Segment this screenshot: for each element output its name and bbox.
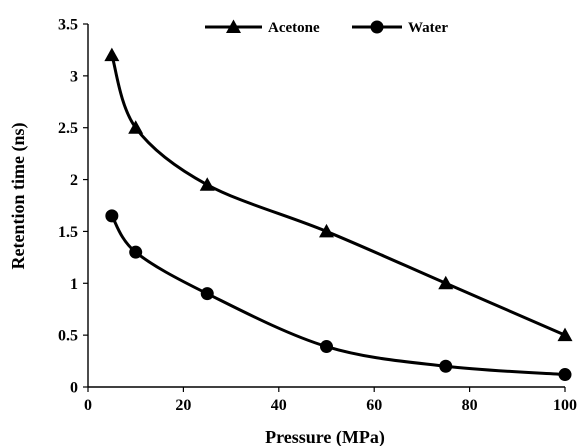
y-tick-label: 1.5 [58,224,78,241]
tick-labels: 0 20 40 60 80 100 0 0.5 1 1.5 2 2.5 3 3.5 [58,17,577,415]
y-tick-label: 2 [70,172,78,189]
y-tick-label: 3.5 [58,17,78,34]
legend-label-acetone: Acetone [268,20,320,36]
y-tick-label: 3 [70,68,78,85]
series-line-acetone [110,54,566,337]
data-point-acetone [199,177,215,191]
legend-marker-water [370,20,384,34]
x-axis-title: Pressure (MPa) [265,427,385,446]
y-tick-label: 0 [70,380,78,397]
data-point-water [320,340,333,354]
data-point-acetone [128,120,144,134]
y-axis-title: Retention time (ns) [8,123,29,270]
x-tick-label: 80 [462,397,478,414]
x-tick-label: 0 [84,397,92,414]
x-tick-label: 100 [553,397,577,414]
data-point-water [558,368,572,382]
data-point-water [200,287,214,301]
series-line-water [110,215,566,377]
data-point-water [105,209,119,223]
data-point-acetone [438,275,454,290]
x-tick-label: 40 [271,397,287,414]
y-tick-label: 0.5 [58,328,78,345]
series-water [105,209,572,382]
legend-item-acetone: Acetone [205,19,320,36]
data-series [104,47,573,382]
series-acetone [104,47,573,342]
x-tick-label: 20 [175,397,191,414]
data-point-acetone [557,327,573,342]
y-tick-label: 2.5 [58,120,78,137]
legend-marker-acetone [226,19,241,33]
data-point-water [439,359,453,373]
y-tick-label: 1 [70,276,78,293]
data-point-acetone [104,47,120,62]
legend-label-water: Water [408,20,448,36]
x-tick-label: 60 [366,397,382,414]
legend-item-water: Water [352,20,448,36]
data-point-acetone [319,223,334,238]
legend: Acetone Water [205,19,448,36]
data-point-water [129,245,143,259]
axes [83,23,566,392]
